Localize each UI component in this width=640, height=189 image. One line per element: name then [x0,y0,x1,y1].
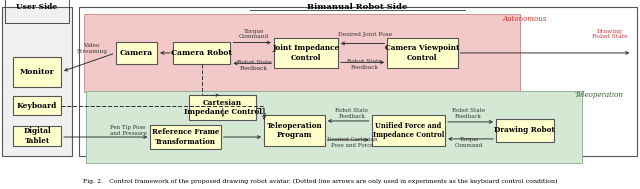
Text: Autonomous: Autonomous [503,15,547,23]
FancyBboxPatch shape [86,91,582,163]
Text: Teleoperation
Program: Teleoperation Program [266,122,323,139]
FancyBboxPatch shape [274,38,338,68]
Text: Camera Viewpoint
Control: Camera Viewpoint Control [385,44,460,62]
FancyBboxPatch shape [189,95,256,120]
Text: Keyboard: Keyboard [17,102,58,110]
Text: Drawing Robot: Drawing Robot [495,126,555,134]
FancyBboxPatch shape [84,14,520,92]
FancyBboxPatch shape [264,115,325,146]
FancyBboxPatch shape [371,115,445,146]
FancyBboxPatch shape [13,57,61,87]
Text: Bimanual Robot Side: Bimanual Robot Side [307,3,407,11]
FancyBboxPatch shape [2,7,72,156]
Text: Desired Joint Pose: Desired Joint Pose [338,32,392,36]
Text: Drawing
Robot State: Drawing Robot State [591,29,627,40]
Text: Teleoperation: Teleoperation [575,91,623,99]
Text: Video
Streaming: Video Streaming [76,43,107,54]
Text: Cartesian
Impedance Control: Cartesian Impedance Control [184,99,262,116]
Text: Robot State
Feedback: Robot State Feedback [335,108,369,119]
Text: Camera: Camera [120,49,153,57]
FancyBboxPatch shape [387,38,458,68]
Text: Digital
Tablet: Digital Tablet [23,127,51,145]
Text: Robot State
Feedback: Robot State Feedback [237,60,271,71]
FancyBboxPatch shape [13,96,61,115]
Text: Torque
Command: Torque Command [454,137,483,148]
Text: Camera Robot: Camera Robot [171,49,232,57]
Text: Unified Force and
Impedance Control: Unified Force and Impedance Control [372,122,444,139]
Text: Monitor: Monitor [20,68,54,76]
FancyBboxPatch shape [173,42,230,64]
Text: Reference Frame
Transformation: Reference Frame Transformation [152,128,220,146]
Text: Pen Tip Pose
and Pressure: Pen Tip Pose and Pressure [109,125,147,136]
Text: User Side: User Side [17,3,58,11]
FancyBboxPatch shape [79,7,637,156]
Text: Joint Impedance
Control: Joint Impedance Control [273,44,339,62]
Text: Robot State
Feedback: Robot State Feedback [348,59,382,70]
FancyBboxPatch shape [115,42,157,64]
Text: Fig. 2.   Control framework of the proposed drawing robot avatar. (Dotted line a: Fig. 2. Control framework of the propose… [83,178,557,184]
Text: Robot State
Feedback: Robot State Feedback [452,108,485,119]
FancyBboxPatch shape [150,125,221,149]
FancyBboxPatch shape [13,126,61,146]
FancyBboxPatch shape [496,119,554,142]
Text: Desired Cartesian
Pose and Force: Desired Cartesian Pose and Force [326,137,378,148]
Text: Torque
Command: Torque Command [239,29,269,40]
